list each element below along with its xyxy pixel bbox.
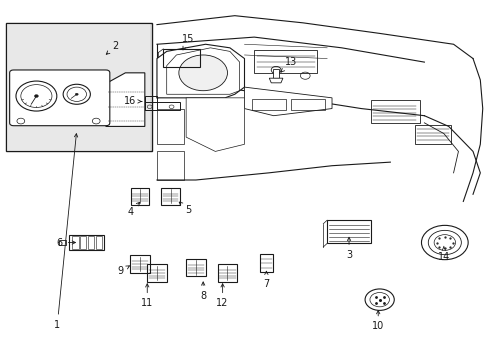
Bar bbox=[163, 49, 200, 67]
Text: 4: 4 bbox=[127, 202, 140, 217]
Text: 1: 1 bbox=[54, 134, 78, 330]
Bar bbox=[88, 236, 94, 249]
Text: 6: 6 bbox=[57, 238, 75, 248]
Bar bbox=[251, 99, 285, 111]
FancyBboxPatch shape bbox=[10, 70, 110, 126]
Bar bbox=[326, 220, 370, 243]
Circle shape bbox=[16, 81, 57, 111]
Bar bbox=[144, 96, 157, 110]
Text: 2: 2 bbox=[106, 41, 119, 54]
Bar bbox=[147, 264, 166, 282]
Text: 5: 5 bbox=[179, 202, 191, 215]
Polygon shape bbox=[186, 98, 244, 152]
Circle shape bbox=[365, 289, 393, 310]
Ellipse shape bbox=[179, 55, 227, 91]
Bar bbox=[157, 109, 183, 144]
Circle shape bbox=[75, 93, 78, 95]
Bar bbox=[370, 100, 419, 123]
Text: 16: 16 bbox=[124, 96, 142, 107]
Bar bbox=[273, 69, 279, 78]
Text: 15: 15 bbox=[182, 34, 194, 50]
Bar bbox=[217, 264, 237, 282]
Bar bbox=[290, 99, 324, 111]
Bar bbox=[130, 188, 149, 204]
Text: 12: 12 bbox=[216, 284, 228, 308]
Bar bbox=[72, 236, 79, 249]
Text: 3: 3 bbox=[346, 237, 351, 260]
Bar bbox=[80, 236, 86, 249]
Text: 9: 9 bbox=[117, 266, 129, 276]
Bar bbox=[157, 152, 183, 180]
Circle shape bbox=[63, 84, 90, 104]
Bar bbox=[59, 240, 66, 246]
Circle shape bbox=[34, 95, 38, 98]
Bar bbox=[414, 125, 450, 144]
Text: 10: 10 bbox=[371, 311, 384, 332]
Bar bbox=[69, 235, 104, 250]
Bar bbox=[95, 236, 102, 249]
Bar bbox=[161, 188, 180, 204]
Text: 7: 7 bbox=[263, 271, 269, 289]
Bar bbox=[130, 255, 149, 273]
Bar bbox=[7, 23, 151, 151]
Bar bbox=[144, 102, 180, 110]
Text: 14: 14 bbox=[437, 246, 449, 262]
Bar bbox=[254, 50, 317, 73]
Circle shape bbox=[421, 225, 467, 260]
Bar bbox=[186, 258, 205, 276]
Polygon shape bbox=[106, 73, 144, 126]
Bar bbox=[6, 23, 152, 152]
Text: 8: 8 bbox=[200, 282, 206, 301]
Bar bbox=[259, 253, 273, 272]
Polygon shape bbox=[157, 44, 244, 98]
Text: 11: 11 bbox=[141, 284, 153, 308]
Polygon shape bbox=[244, 87, 331, 116]
Text: 13: 13 bbox=[281, 57, 296, 72]
Polygon shape bbox=[269, 78, 283, 83]
